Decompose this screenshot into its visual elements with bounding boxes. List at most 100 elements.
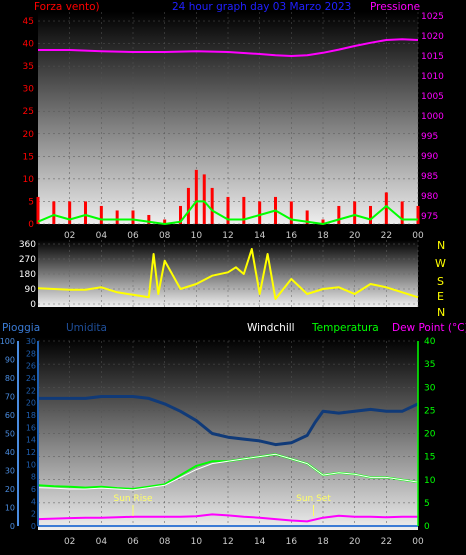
rain-tick-label: 10 (5, 504, 15, 513)
wind-tick-label: 40 (23, 40, 35, 50)
hour-tick-label-bottom: 16 (286, 537, 298, 547)
pressure-tick-label: 985 (421, 172, 438, 182)
hour-tick-label: 02 (64, 231, 75, 241)
compass-w: W (435, 257, 446, 270)
pressure-tick-label: 1015 (421, 52, 444, 62)
wind-tick-label: 15 (23, 152, 34, 162)
rain-tick-label: 30 (5, 467, 15, 476)
humidity-tick-label: 8 (31, 473, 36, 482)
temp-tick-label: 35 (424, 360, 435, 370)
hour-tick-label: 20 (349, 231, 361, 241)
pressure-tick-label: 980 (421, 192, 438, 202)
hour-tick-label-bottom: 10 (191, 537, 203, 547)
chart-title: 24 hour graph day 03 Marzo 2023 (172, 1, 351, 13)
humidity-tick-label: 20 (26, 399, 36, 408)
compass-s: S (437, 275, 444, 288)
pressure-tick-label: 995 (421, 132, 438, 142)
direction-tick-label: 360 (19, 240, 36, 250)
sunset-label: Sun Set (296, 494, 331, 504)
wind-direction-line (37, 248, 419, 300)
direction-tick-label: 0 (30, 300, 36, 310)
rain-tick-label: 40 (5, 448, 15, 457)
windchill-legend: Windchill (247, 322, 295, 334)
compass-n-top: N (437, 239, 445, 252)
wind-tick-label: 20 (23, 130, 35, 140)
pressure-tick-label: 1010 (421, 72, 444, 82)
rain-tick-label: 80 (5, 374, 15, 383)
temp-tick-label: 10 (424, 476, 436, 486)
hour-tick-label: 10 (191, 231, 203, 241)
humidity-tick-label: 22 (26, 386, 36, 395)
hour-tick-label: 16 (286, 231, 298, 241)
hour-tick-label: 00 (412, 231, 424, 241)
humidity-tick-label: 26 (26, 362, 36, 371)
hour-tick-label: 22 (381, 231, 392, 241)
temp-tick-label: 15 (424, 453, 435, 463)
hour-tick-label: 08 (159, 231, 171, 241)
wind-tick-label: 0 (28, 220, 34, 230)
sunrise-label: Sun Rise (114, 494, 153, 504)
temp-tick-label: 0 (424, 522, 430, 532)
humidity-tick-label: 2 (31, 510, 36, 519)
rain-tick-label: 60 (5, 411, 15, 420)
humidity-tick-label: 14 (26, 436, 36, 445)
pressure-tick-label: 1005 (421, 92, 444, 102)
humidity-tick-label: 0 (31, 522, 36, 531)
humidity-tick-label: 28 (26, 349, 36, 358)
series-group (36, 38, 420, 527)
direction-tick-label: 90 (25, 285, 37, 295)
hour-tick-label-bottom: 06 (127, 537, 139, 547)
hour-tick-label-bottom: 20 (349, 537, 361, 547)
dewpoint-legend: Dew Point (°C) (392, 322, 466, 334)
humidity-tick-label: 16 (26, 423, 36, 432)
humidity-tick-label: 24 (26, 374, 36, 383)
hour-tick-label-bottom: 12 (222, 537, 233, 547)
pressure-tick-label: 1025 (421, 12, 444, 22)
wind-tick-label: 10 (23, 175, 35, 185)
wind-tick-label: 25 (23, 107, 34, 117)
humidity-tick-label: 18 (26, 411, 36, 420)
pressure-tick-label: 975 (421, 212, 438, 222)
grid-lines (38, 12, 419, 527)
hour-tick-label-bottom: 08 (159, 537, 171, 547)
pressure-line (38, 38, 419, 57)
hour-tick-label-bottom: 02 (64, 537, 75, 547)
temperature-legend: Temperatura (311, 322, 379, 334)
pressure-tick-label: 990 (421, 152, 438, 162)
humidity-tick-label: 10 (26, 460, 36, 469)
dewpoint-line (37, 513, 418, 523)
temp-tick-label: 5 (424, 499, 430, 509)
rain-tick-label: 90 (5, 356, 15, 365)
hour-tick-label: 12 (222, 231, 233, 241)
rain-tick-label: 70 (5, 393, 15, 402)
temp-tick-label: 25 (424, 406, 435, 416)
hour-tick-label: 18 (317, 231, 329, 241)
humidity-axis-title: Umidita (66, 322, 107, 334)
humidity-tick-label: 12 (26, 448, 36, 457)
pressure-tick-label: 1020 (421, 32, 444, 42)
wind-tick-label: 35 (23, 62, 34, 72)
rain-axis-title: Pioggia (2, 322, 40, 334)
wind-tick-label: 5 (28, 197, 34, 207)
pressure-tick-label: 1000 (421, 112, 444, 122)
rain-tick-label: 0 (10, 522, 15, 531)
compass-e: E (437, 290, 444, 303)
humidity-line (38, 395, 419, 447)
wind-gust-line (37, 200, 418, 225)
compass-n-bottom: N (437, 306, 445, 319)
hour-tick-label: 06 (127, 231, 139, 241)
direction-tick-label: 180 (19, 270, 36, 280)
temp-tick-label: 20 (424, 430, 436, 440)
wind-tick-label: 45 (23, 17, 34, 27)
wind-axis-title: Forza vento) (34, 1, 100, 13)
temp-tick-label: 30 (424, 383, 436, 393)
rain-tick-label: 100 (0, 337, 15, 346)
pressure-axis-title: Pressione (370, 1, 420, 13)
hour-tick-label-bottom: 00 (412, 537, 424, 547)
axis-group: 0510152025303540459759809859909951000100… (0, 12, 444, 547)
hour-tick-label-bottom: 14 (254, 537, 266, 547)
temp-tick-label: 40 (424, 337, 436, 347)
hour-tick-label: 14 (254, 231, 266, 241)
rain-tick-label: 20 (5, 485, 15, 494)
hour-tick-label-bottom: 22 (381, 537, 392, 547)
